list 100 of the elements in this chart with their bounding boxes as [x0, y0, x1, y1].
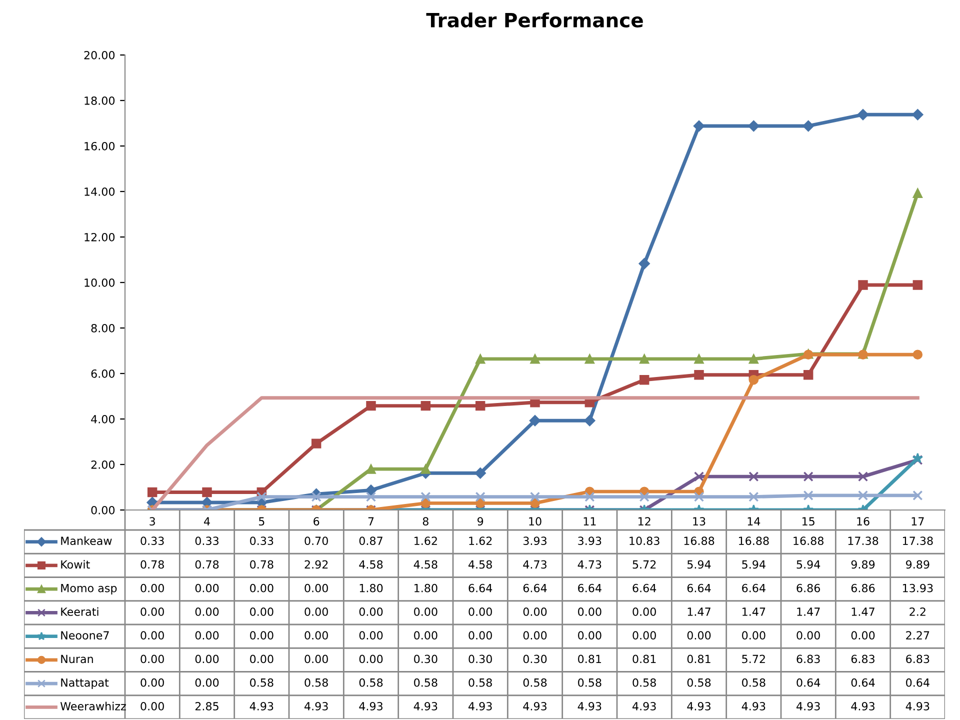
data-label: 6.83	[796, 654, 820, 664]
data-label: 0.00	[250, 584, 274, 592]
data-label: 4.93	[796, 702, 820, 710]
data-label: 0.58	[468, 678, 492, 687]
data-label: 4.73	[523, 560, 546, 569]
data-label: 0.58	[687, 678, 711, 687]
data-label: 4.93	[468, 702, 492, 710]
data-label: 0.00	[195, 608, 219, 616]
data-label: 1.47	[797, 608, 820, 616]
x-tick-label: 14	[748, 517, 760, 526]
data-label: 0.00	[195, 584, 219, 592]
legend-label: Kowit	[61, 560, 90, 569]
x-tick-label: 12	[638, 517, 650, 526]
data-label: 0.33	[140, 536, 164, 546]
data-label: 2.92	[304, 560, 328, 569]
x-tick-label: 16	[857, 517, 870, 526]
x-tick-label: 11	[584, 517, 596, 526]
data-label: 0.00	[195, 678, 219, 687]
data-label: 0.64	[796, 678, 820, 687]
data-label: 0.00	[578, 631, 602, 640]
data-label: 0.00	[632, 631, 656, 640]
data-label: 4.93	[304, 702, 328, 710]
y-tick-label: 10.00	[84, 278, 115, 287]
data-label: 0.58	[578, 678, 602, 687]
data-label: 4.58	[414, 560, 438, 569]
y-tick-label: 14.00	[84, 187, 115, 196]
legend-label: Nuran	[61, 654, 93, 664]
data-label: 0.00	[359, 631, 383, 640]
data-label: 0.00	[578, 608, 602, 616]
y-tick-label: 4.00	[91, 414, 115, 424]
x-tick-label: 5	[258, 517, 264, 526]
data-label: 0.33	[195, 536, 218, 546]
data-label: 4.58	[468, 560, 492, 569]
data-label: 9.89	[906, 560, 930, 569]
data-label: 1.80	[360, 584, 383, 592]
data-label: 0.00	[195, 631, 219, 640]
data-label: 0.58	[742, 678, 766, 687]
data-label: 0.33	[250, 536, 274, 546]
data-label: 6.64	[687, 584, 711, 592]
data-label: 0.58	[632, 678, 656, 687]
data-label: 0.30	[468, 654, 492, 664]
data-label: 2.2	[910, 608, 926, 616]
data-label: 3.93	[523, 536, 546, 546]
data-label: 0.00	[250, 654, 274, 664]
data-label: 6.64	[632, 584, 656, 592]
data-label: 0.00	[359, 654, 383, 664]
data-label: 1.47	[742, 608, 766, 616]
data-label: 0.58	[250, 678, 274, 687]
data-label: 5.72	[632, 560, 656, 569]
data-label: 0.58	[523, 678, 547, 687]
y-tick-label: 18.00	[84, 96, 115, 105]
data-label: 0.00	[468, 631, 492, 640]
data-label: 1.62	[469, 536, 492, 546]
data-label: 0.78	[250, 560, 274, 569]
legend-label: Weerawhizz	[60, 702, 126, 710]
data-label: 5.72	[742, 654, 765, 664]
data-label: 6.64	[742, 584, 766, 592]
x-tick-label: 4	[204, 517, 210, 526]
data-label: 0.87	[359, 536, 382, 546]
x-tick-label: 17	[912, 517, 924, 526]
data-label: 0.64	[851, 678, 875, 687]
y-tick-label: 2.00	[91, 460, 115, 469]
data-label: 0.00	[250, 608, 274, 616]
x-tick-label: 9	[478, 517, 484, 526]
y-tick-label: 16.00	[84, 142, 115, 150]
data-label: 0.00	[304, 654, 328, 664]
data-label: 0.00	[851, 631, 875, 640]
data-label: 6.64	[468, 584, 492, 592]
data-label: 0.00	[414, 608, 438, 616]
data-label: 0.00	[195, 654, 219, 664]
data-label: 0.00	[140, 654, 164, 664]
data-label: 0.00	[140, 608, 164, 616]
x-tick-label: 3	[150, 517, 155, 526]
x-tick-label: 13	[693, 517, 706, 526]
data-label: 4.93	[250, 702, 274, 710]
data-label: 4.93	[414, 702, 438, 710]
data-label: 0.00	[140, 584, 164, 592]
data-label: 0.30	[523, 654, 547, 664]
data-label: 4.73	[578, 560, 602, 569]
data-label: 2.27	[906, 631, 930, 640]
data-label: 16.88	[684, 536, 714, 546]
data-label: 0.00	[796, 631, 820, 640]
x-tick-label: 7	[368, 517, 374, 526]
data-label: 0.58	[414, 678, 438, 687]
data-label: 0.70	[304, 536, 328, 546]
data-label: 6.86	[851, 584, 875, 592]
y-tick-label: 20.00	[84, 50, 115, 60]
data-label: 17.38	[902, 536, 933, 546]
data-label: 5.94	[742, 560, 766, 569]
data-label: 0.00	[140, 702, 164, 710]
data-label: 16.88	[794, 536, 824, 546]
legend-label: Momo asp	[61, 584, 117, 594]
data-label: 0.00	[140, 631, 164, 640]
data-label: 6.64	[578, 584, 602, 592]
data-label: 0.00	[523, 631, 547, 640]
legend-label: Mankeaw	[61, 536, 112, 546]
data-label: 9.89	[851, 560, 875, 569]
data-label: 0.81	[687, 654, 710, 664]
data-label: 0.81	[578, 654, 602, 664]
y-tick-label: 6.00	[91, 369, 115, 378]
